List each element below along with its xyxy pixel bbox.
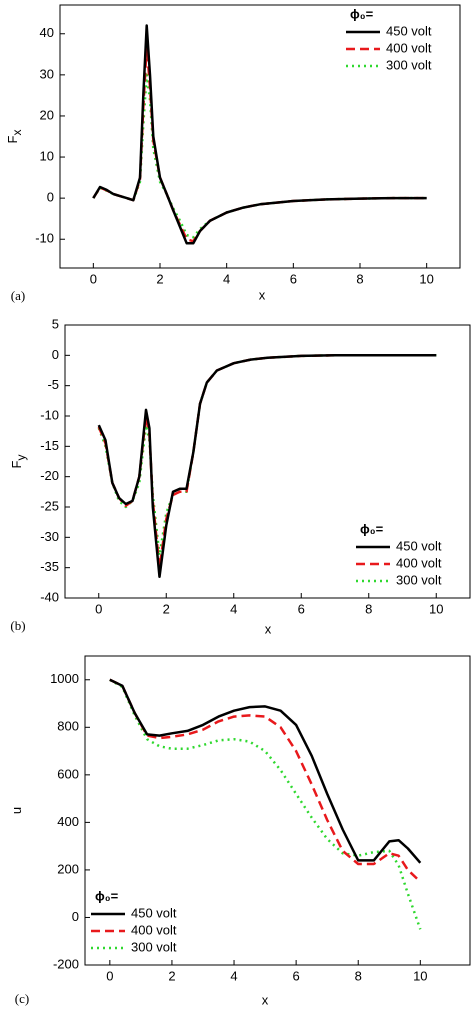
x-tick-label: 6	[290, 271, 297, 286]
y-axis-label: u	[9, 807, 24, 814]
x-tick-label: 10	[413, 968, 427, 983]
series-line	[92, 24, 427, 245]
x-tick-label: 8	[355, 968, 362, 983]
y-tick-label: 800	[57, 719, 79, 734]
y-label-sub: y	[14, 455, 28, 461]
legend-label: 400 volt	[131, 922, 177, 937]
legend-label: 400 volt	[386, 40, 432, 55]
x-tick-label: 4	[223, 271, 230, 286]
x-tick-label: 0	[95, 601, 102, 616]
y-tick-label: -20	[40, 468, 59, 483]
y-tick-label: 1000	[50, 671, 79, 686]
y-tick-label: -35	[40, 559, 59, 574]
legend-title: ϕ₀=	[360, 521, 384, 536]
y-axis-label: Fx	[5, 130, 24, 144]
series-line	[97, 354, 437, 579]
y-tick-label: 0	[47, 190, 54, 205]
y-tick-label: 5	[52, 316, 59, 331]
legend-label: 450 volt	[131, 905, 177, 920]
x-axis-label: x	[259, 287, 266, 302]
y-label-sub: x	[10, 130, 24, 136]
legend-title: ϕ₀=	[95, 888, 119, 903]
y-tick-label: -200	[53, 956, 79, 971]
y-tick-label: -5	[47, 377, 59, 392]
legend-title: ϕ₀=	[350, 6, 374, 21]
plot-frame	[59, 4, 461, 269]
x-tick-label: 2	[168, 968, 175, 983]
x-tick-label: 6	[298, 601, 305, 616]
panel-label: (b)	[10, 618, 25, 633]
legend-label: 300 volt	[386, 57, 432, 72]
x-axis-label: x	[265, 621, 272, 636]
x-axis-label: x	[262, 992, 269, 1007]
y-tick-label: 400	[57, 814, 79, 829]
y-tick-label: 10	[40, 148, 54, 163]
y-tick-label: -10	[35, 231, 54, 246]
x-tick-label: 4	[230, 601, 237, 616]
x-tick-label: 8	[356, 271, 363, 286]
x-tick-label: 0	[90, 271, 97, 286]
y-tick-label: 40	[40, 25, 54, 40]
x-tick-label: 2	[163, 601, 170, 616]
y-tick-label: 20	[40, 107, 54, 122]
y-tick-label: 30	[40, 66, 54, 81]
x-tick-label: 4	[230, 968, 237, 983]
x-tick-label: 10	[429, 601, 443, 616]
x-tick-label: 10	[419, 271, 433, 286]
y-label-main: F	[5, 135, 20, 143]
x-tick-label: 6	[293, 968, 300, 983]
y-tick-label: 200	[57, 861, 79, 876]
y-tick-label: 0	[72, 909, 79, 924]
legend-label: 300 volt	[396, 572, 442, 587]
legend-label: 300 volt	[131, 939, 177, 954]
y-tick-label: -10	[40, 407, 59, 422]
panel-label: (a)	[11, 288, 25, 303]
legend-label: 450 volt	[396, 538, 442, 553]
legend-label: 400 volt	[396, 555, 442, 570]
plot-frame	[84, 655, 471, 966]
y-label-main: F	[9, 460, 24, 468]
y-axis-label: Fy	[9, 455, 28, 469]
y-tick-label: -25	[40, 498, 59, 513]
series-line	[109, 678, 422, 883]
series-line	[109, 678, 422, 864]
y-tick-label: -30	[40, 529, 59, 544]
y-tick-label: -15	[40, 438, 59, 453]
x-tick-label: 0	[106, 968, 113, 983]
y-tick-label: 600	[57, 766, 79, 781]
x-tick-label: 8	[365, 601, 372, 616]
legend-label: 450 volt	[386, 23, 432, 38]
series-line	[97, 354, 437, 569]
y-tick-label: 0	[52, 347, 59, 362]
panel-label: (c)	[15, 991, 29, 1006]
y-tick-label: -40	[40, 589, 59, 604]
series-line	[109, 678, 422, 930]
y-label-main: u	[9, 807, 24, 814]
plot-frame	[64, 324, 471, 599]
x-tick-label: 2	[156, 271, 163, 286]
